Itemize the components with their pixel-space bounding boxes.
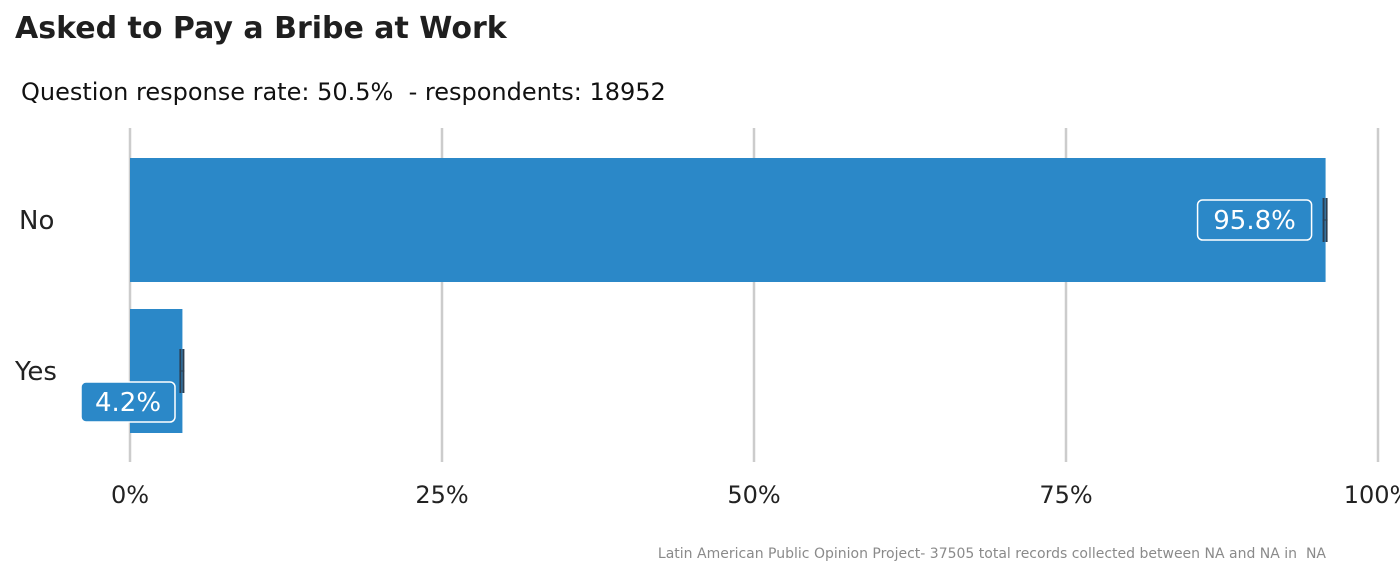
error-bar <box>179 349 185 393</box>
bars <box>130 158 1328 433</box>
error-bar <box>1322 198 1328 242</box>
x-tick-label: 0% <box>111 481 149 509</box>
axis-labels: 0% 25% 50% 75% 100% No Yes <box>14 206 1400 509</box>
chart-title: Asked to Pay a Bribe at Work <box>15 11 508 46</box>
chart-caption: Latin American Public Opinion Project- 3… <box>658 546 1327 562</box>
chart-subtitle: Question response rate: 50.5% - responde… <box>21 78 666 106</box>
x-tick-label: 100% <box>1344 481 1400 509</box>
x-tick-label: 25% <box>415 481 468 509</box>
data-label: 4.2% <box>80 381 176 423</box>
data-labels: 95.8% 4.2% <box>80 199 1313 423</box>
category-label: Yes <box>14 357 57 387</box>
data-label: 95.8% <box>1196 199 1313 241</box>
x-tick-label: 75% <box>1039 481 1092 509</box>
svg-text:95.8%: 95.8% <box>1213 206 1296 236</box>
svg-text:4.2%: 4.2% <box>95 388 161 418</box>
bar-no <box>130 158 1326 282</box>
category-label: No <box>19 206 54 236</box>
x-tick-label: 50% <box>727 481 780 509</box>
